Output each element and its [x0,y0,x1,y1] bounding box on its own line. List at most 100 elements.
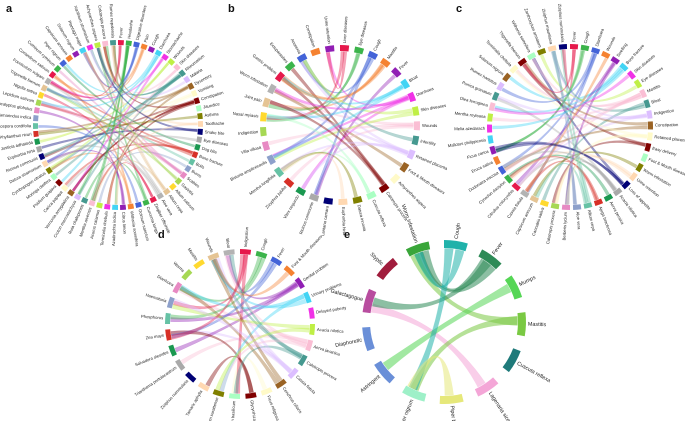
chord-sector [274,71,286,83]
chord-panel-e: e Cough Fever Mumps Mastitis Cuscuta reflexa… [330,204,552,421]
chord-sector [149,196,157,204]
chord-sector [496,81,505,92]
chord-sector [175,359,186,371]
sector-label: Cassia fistula [295,374,317,395]
chord-sector [352,196,363,204]
sector-label: Wounds [204,237,214,253]
sector-label: Worms [172,261,185,274]
sector-label: Ziziphus nummularia [557,4,565,44]
chord-sector [639,88,648,99]
chord-ribbon [273,89,403,168]
chord-ribbon [62,65,196,148]
chord-sector [135,201,142,209]
chord-ribbon [96,47,198,133]
sector-label: Cuscuta reflexa [516,361,552,385]
chord-ribbon [289,124,414,182]
chord-ribbon [50,152,132,204]
chord-ribbon [55,74,181,176]
chord-ribbon [219,339,307,392]
chord-sector [583,202,593,209]
chord-ribbon [39,110,125,205]
sector-label: Diarrhoea [415,86,435,98]
chord-sector [260,127,267,137]
chord-ribbon [274,87,409,111]
chord-ribbon [314,74,397,196]
chord-sector [502,348,521,373]
chord-sector [169,182,177,191]
chord-sector [283,177,295,188]
sector-label: Eye diseases [357,21,368,46]
sector-label: Anorexia [290,38,303,55]
chord-ribbon [407,355,454,396]
chord-sector [261,141,271,152]
sector-label: Wounds [605,36,616,52]
sector-label: Ocimum basilicum [229,400,237,421]
chord-ribbon [273,89,414,127]
chord-sector [35,99,42,107]
chord-ribbon [565,62,616,205]
sector-label: Villa villosa [240,144,262,155]
chord-ribbon [496,97,617,192]
sector-label: Aerva persica [609,200,626,225]
chord-sector [308,307,315,319]
chord-sector [140,43,148,51]
chord-ribbon [43,74,182,157]
chord-ribbon [535,163,588,204]
chord-ribbon [72,100,195,192]
chord-ribbon [41,55,160,109]
chord-ribbon [302,59,413,142]
chord-ribbon [205,355,254,394]
chord-ribbon [229,254,303,359]
chord-ribbon [224,255,308,348]
chord-ribbon [554,155,633,204]
panel-letter-b: b [228,3,235,15]
chord-sector [643,99,651,109]
chord-ribbon [382,283,512,371]
chord-ribbon [408,248,454,391]
sector-label: Worm infestation [400,204,419,244]
chord-ribbon [51,73,181,171]
chord-sector [295,186,307,197]
sector-label: Mumps [518,275,537,288]
chord-ribbon [46,88,178,180]
chord-sector [125,40,132,47]
chord-ribbon [565,165,578,205]
chord-ribbon [522,63,646,147]
sector-label: Mastitis [187,247,199,262]
chord-sector [181,269,193,281]
chord-ribbon [46,149,126,205]
sector-label: Galactagogue [330,288,364,303]
chord-sector [37,91,45,99]
sector-label: Allium cepa [587,209,597,232]
chord-sector [165,329,172,341]
chord-sector [550,202,560,210]
chord-ribbon [96,47,148,200]
sector-label: Mastitis [528,322,547,328]
chord-sector [413,121,420,131]
chord-ribbon [515,69,642,108]
chord-ribbon [370,303,486,388]
chord-ribbon [106,94,193,205]
chord-ribbon [566,134,648,205]
panel-letter-c: c [456,3,462,15]
chord-sector [197,120,203,127]
chord-sector [260,112,267,122]
sector-label: Constipation [655,122,679,127]
chord-sector [474,377,499,397]
chord-ribbon [64,143,194,186]
chord-ribbon [517,92,642,187]
sector-label: Swelling [615,42,628,58]
chord-sector [193,97,201,105]
chord-ribbon [560,49,591,203]
chord-sector [109,40,116,46]
chord-sector [570,44,579,50]
chord-ribbon [43,93,154,198]
chord-sector [520,189,530,198]
chord-ribbon [235,254,249,394]
chord-ribbon [84,161,147,201]
sector-label: Euphorbia hirta [341,207,347,236]
chord-sector [283,265,295,277]
chord-sector [378,183,390,194]
chord-ribbon [173,298,293,373]
chord-ribbon [115,122,198,205]
